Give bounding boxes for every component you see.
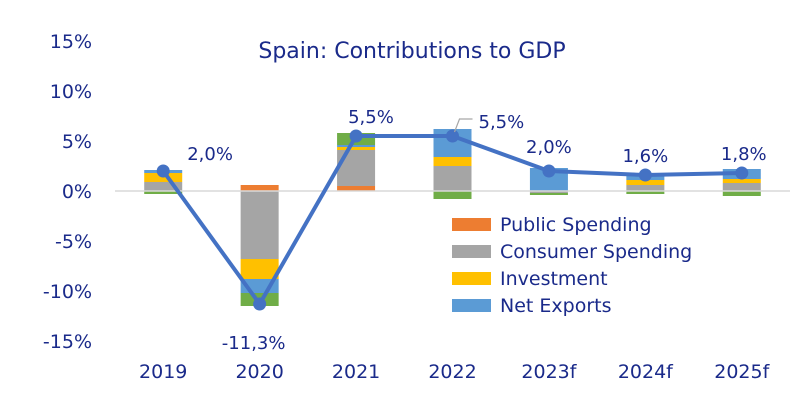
bar-consumer-spending-2019 <box>144 182 183 191</box>
x-tick-label: 2025f <box>714 361 770 383</box>
gdp-point <box>542 164 556 178</box>
gdp-data-label: -11,3% <box>222 333 286 354</box>
gdp-data-label: 1,6% <box>622 146 668 167</box>
gdp-data-label: 5,5% <box>348 107 394 128</box>
bar-other-2023f <box>529 193 568 195</box>
gdp-data-label: 5,5% <box>479 112 525 133</box>
legend-label: Consumer Spending <box>500 241 692 263</box>
gdp-point <box>253 297 267 311</box>
bar-investment-2024f <box>626 180 665 185</box>
bar-consumer-spending-2020 <box>240 191 279 259</box>
x-axis: 2019 2020 2021 2022 2023f 2024f 2025f <box>139 361 771 383</box>
bar-consumer-spending-2023f <box>529 191 568 193</box>
y-tick-label: -15% <box>43 331 92 353</box>
x-tick-label: 2020 <box>235 361 283 383</box>
gdp-data-label: 2,0% <box>187 144 233 165</box>
bar-other-2019 <box>144 191 183 194</box>
gdp-data-label: 2,0% <box>526 137 572 158</box>
bar-public-spending-2021 <box>337 186 376 191</box>
y-tick-label: 5% <box>62 131 92 153</box>
bar-other-2024f <box>626 191 665 194</box>
gdp-label-leader-line <box>453 118 473 133</box>
x-tick-label: 2023f <box>521 361 577 383</box>
x-tick-label: 2024f <box>618 361 674 383</box>
legend-label: Public Spending <box>500 214 652 236</box>
legend-swatch <box>452 299 491 312</box>
y-tick-label: -10% <box>43 281 92 303</box>
y-axis: 15% 10% 5% 0% -5% -10% -15% <box>43 31 92 353</box>
legend-label: Net Exports <box>500 295 612 317</box>
legend-swatch <box>452 245 491 258</box>
bar-net-exports-2021 <box>337 145 376 147</box>
bar-public-spending-2020 <box>240 185 279 191</box>
gdp-line-group: 2,0%-11,3%5,5% 5,5%2,0% 1,6% 1,8% <box>156 107 767 354</box>
y-tick-label: 0% <box>62 181 92 203</box>
y-tick-label: 10% <box>50 81 92 103</box>
bar-investment-2020 <box>240 259 279 279</box>
bar-investment-2022 <box>433 157 472 166</box>
bar-other-2022 <box>433 191 472 199</box>
gdp-data-label: 1,8% <box>721 144 767 165</box>
x-tick-label: 2019 <box>139 361 187 383</box>
gdp-point <box>638 168 652 182</box>
bar-net-exports-2023f <box>529 168 568 191</box>
gdp-point <box>446 129 459 143</box>
x-tick-label: 2022 <box>428 361 476 383</box>
y-tick-label: -5% <box>55 231 92 253</box>
bar-consumer-spending-2024f <box>626 185 665 191</box>
bar-investment-2021 <box>337 147 376 150</box>
bar-consumer-spending-2025f <box>722 183 761 191</box>
y-tick-label: 15% <box>50 31 92 53</box>
legend-swatch <box>452 272 491 285</box>
x-tick-label: 2021 <box>332 361 380 383</box>
legend-swatch <box>452 218 491 231</box>
legend: Public Spending Consumer Spending Investme… <box>452 214 692 317</box>
gdp-point <box>735 166 749 180</box>
bar-other-2025f <box>722 191 761 196</box>
legend-label: Investment <box>500 268 608 290</box>
chart-title: Spain: Contributions to GDP <box>258 39 565 64</box>
gdp-point <box>349 129 363 143</box>
bar-investment-2025f <box>722 179 761 183</box>
gdp-point <box>156 164 170 178</box>
bar-consumer-spending-2022 <box>433 166 472 191</box>
